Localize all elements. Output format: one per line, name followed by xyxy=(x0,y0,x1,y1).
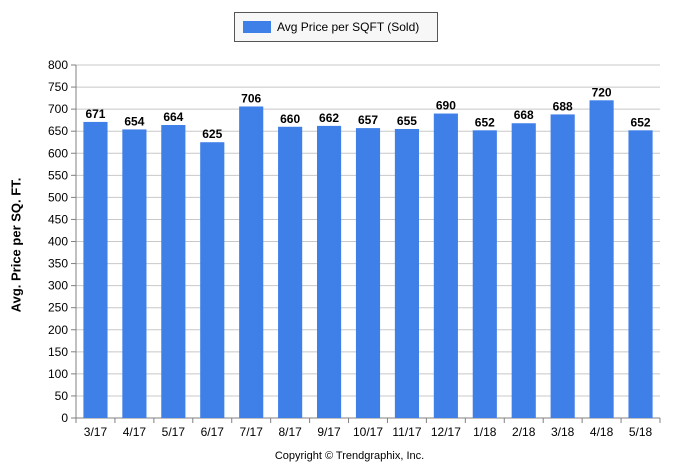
bar xyxy=(433,113,458,418)
bar xyxy=(472,130,497,418)
y-tick-label: 700 xyxy=(48,102,68,116)
bar xyxy=(278,126,303,419)
x-tick-label: 1/18 xyxy=(473,425,497,439)
y-axis-title: Avg. Price per SQ. FT. xyxy=(8,177,24,313)
data-label: 720 xyxy=(592,85,612,99)
x-tick-label: 9/17 xyxy=(317,425,341,439)
bar xyxy=(511,123,536,419)
bar xyxy=(83,121,108,418)
bar xyxy=(239,106,264,418)
bar xyxy=(394,128,420,418)
bar xyxy=(200,142,225,418)
data-label: 668 xyxy=(514,108,534,122)
data-label: 664 xyxy=(163,110,183,124)
y-tick-label: 500 xyxy=(48,190,68,204)
bar xyxy=(161,125,186,418)
x-tick-label: 7/17 xyxy=(240,425,264,439)
y-tick-label: 0 xyxy=(61,411,68,425)
y-tick-label: 100 xyxy=(48,367,68,381)
data-label: 706 xyxy=(241,91,261,105)
y-tick-label: 250 xyxy=(48,301,68,315)
copyright: Copyright © Trendgraphix, Inc. xyxy=(274,450,425,462)
y-tick-label: 300 xyxy=(48,279,68,293)
data-label: 652 xyxy=(475,115,495,129)
x-tick-label: 8/17 xyxy=(278,425,302,439)
data-label: 688 xyxy=(553,99,573,113)
y-tick-label: 350 xyxy=(48,257,68,271)
data-label: 671 xyxy=(85,107,105,121)
y-tick-label: 50 xyxy=(55,389,69,403)
data-label: 657 xyxy=(358,113,378,127)
bar xyxy=(628,130,653,418)
y-tick-label: 400 xyxy=(48,235,68,249)
y-tick-label: 800 xyxy=(48,58,68,72)
x-tick-label: 4/17 xyxy=(123,425,147,439)
x-tick-label: 10/17 xyxy=(353,425,383,439)
y-tick-label: 650 xyxy=(48,124,68,138)
x-tick-label: 4/18 xyxy=(590,425,614,439)
bar xyxy=(550,114,575,419)
x-tick-label: 5/18 xyxy=(629,425,653,439)
bar xyxy=(316,125,342,418)
data-label: 690 xyxy=(436,99,456,113)
x-tick-label: 3/17 xyxy=(84,425,108,439)
legend-label: Avg Price per SQFT (Sold) xyxy=(277,20,420,34)
x-tick-label: 2/18 xyxy=(512,425,536,439)
x-tick-label: 3/18 xyxy=(551,425,575,439)
bar xyxy=(589,100,614,419)
y-tick-label: 550 xyxy=(48,168,68,182)
bar xyxy=(122,129,147,419)
y-tick-label: 200 xyxy=(48,323,68,337)
legend-swatch xyxy=(243,21,271,33)
legend: Avg Price per SQFT (Sold) xyxy=(234,12,438,42)
y-tick-label: 600 xyxy=(48,146,68,160)
x-tick-label: 5/17 xyxy=(162,425,186,439)
data-label: 662 xyxy=(319,111,339,125)
data-label: 652 xyxy=(631,115,651,129)
x-tick-label: 11/17 xyxy=(392,425,421,439)
bar xyxy=(355,128,381,418)
x-tick-label: 12/17 xyxy=(431,425,461,439)
data-label: 655 xyxy=(397,114,417,128)
data-label: 660 xyxy=(280,112,300,126)
y-tick-label: 450 xyxy=(48,212,68,226)
x-tick-label: 6/17 xyxy=(201,425,225,439)
y-tick-label: 750 xyxy=(48,80,68,94)
data-label: 625 xyxy=(202,127,222,141)
y-tick-label: 150 xyxy=(48,345,68,359)
data-label: 654 xyxy=(124,114,144,128)
